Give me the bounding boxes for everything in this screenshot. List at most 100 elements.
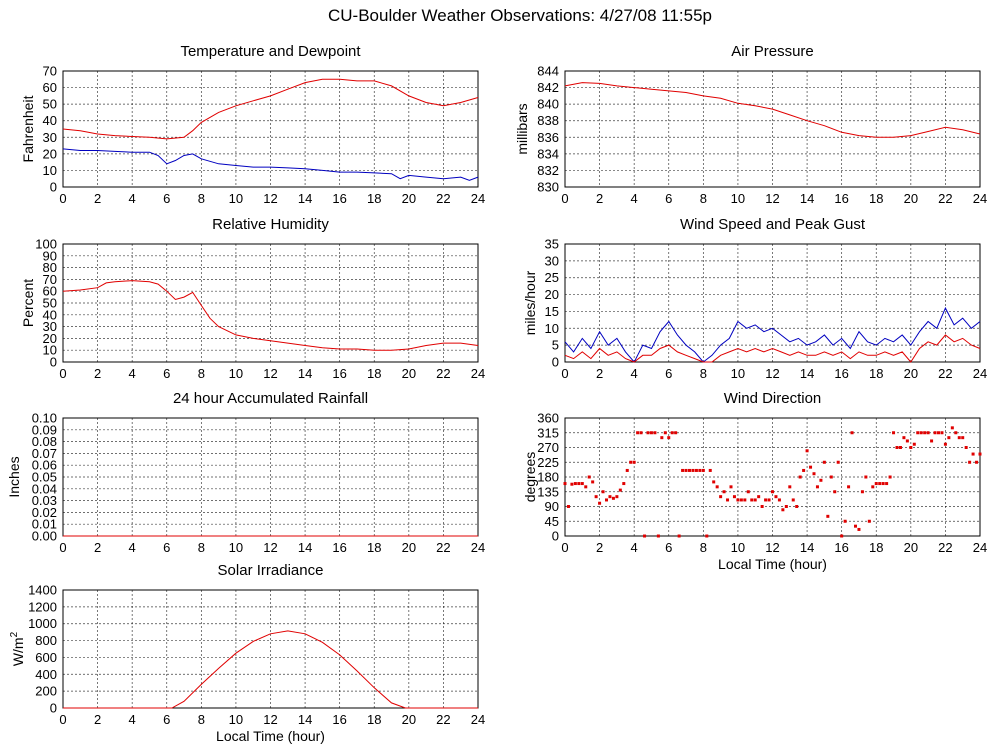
chart-title: Wind Speed and Peak Gust xyxy=(680,216,866,233)
x-tick-label: 20 xyxy=(402,366,416,381)
plot-frame xyxy=(564,417,981,537)
x-tick-label: 0 xyxy=(59,540,66,555)
y-axis-label: Percent xyxy=(20,279,36,327)
x-tick-label: 6 xyxy=(163,712,170,727)
chart-title: Air Pressure xyxy=(731,43,814,60)
x-tick-label: 8 xyxy=(198,191,205,206)
y-tick-label: 0 xyxy=(552,529,559,544)
y-tick-label: 15 xyxy=(545,304,559,319)
chart-title: Relative Humidity xyxy=(212,216,329,233)
data-point xyxy=(563,482,567,486)
data-point xyxy=(836,460,840,464)
data-point xyxy=(643,534,647,538)
y-tick-label: 225 xyxy=(537,455,559,470)
y-tick-label: 10 xyxy=(545,321,559,336)
data-point xyxy=(639,431,643,435)
data-point xyxy=(566,505,570,508)
data-point xyxy=(594,495,598,499)
data-point xyxy=(656,534,660,538)
data-point xyxy=(739,498,743,502)
x-tick-label: 16 xyxy=(332,366,346,381)
x-tick-label: 2 xyxy=(94,712,101,727)
data-point xyxy=(978,452,982,456)
data-point xyxy=(912,442,916,446)
x-tick-label: 8 xyxy=(198,540,205,555)
x-tick-label: 18 xyxy=(869,540,883,555)
data-point xyxy=(971,452,975,456)
data-point xyxy=(968,460,972,464)
plot-frame xyxy=(62,589,479,709)
y-tick-label: 200 xyxy=(35,684,57,699)
data-point xyxy=(712,480,716,484)
x-tick-label: 22 xyxy=(938,540,952,555)
x-tick-label: 4 xyxy=(129,191,136,206)
x-tick-label: 20 xyxy=(904,191,918,206)
data-point xyxy=(919,431,923,435)
x-tick-label: 10 xyxy=(229,366,243,381)
data-point xyxy=(688,468,691,472)
x-tick-label: 20 xyxy=(402,540,416,555)
x-tick-label: 18 xyxy=(367,712,381,727)
data-point xyxy=(577,482,581,486)
x-tick-label: 22 xyxy=(938,366,952,381)
x-tick-label: 0 xyxy=(561,366,568,381)
x-tick-label: 16 xyxy=(834,540,848,555)
data-point xyxy=(736,498,740,502)
data-point xyxy=(840,534,844,538)
x-tick-label: 16 xyxy=(332,540,346,555)
y-tick-label: 830 xyxy=(537,180,559,195)
data-point xyxy=(854,524,857,528)
x-tick-label: 18 xyxy=(367,366,381,381)
data-point xyxy=(622,482,626,486)
x-tick-label: 12 xyxy=(263,366,277,381)
series-line xyxy=(62,148,479,181)
y-tick-label: 834 xyxy=(537,146,559,161)
x-tick-label: 2 xyxy=(596,366,603,381)
y-tick-label: 0.01 xyxy=(32,517,57,532)
x-tick-label: 22 xyxy=(436,540,450,555)
data-point xyxy=(694,468,698,472)
data-point xyxy=(909,446,913,449)
y-tick-label: 45 xyxy=(545,514,559,529)
y-tick-label: 135 xyxy=(537,484,559,499)
y-tick-label: 180 xyxy=(537,470,559,485)
x-tick-label: 18 xyxy=(869,191,883,206)
data-point xyxy=(833,490,837,494)
data-point xyxy=(950,426,954,430)
x-tick-label: 10 xyxy=(731,366,745,381)
x-tick-label: 18 xyxy=(367,540,381,555)
plot-frame xyxy=(62,243,479,363)
data-point xyxy=(611,496,615,500)
data-point xyxy=(933,431,937,435)
y-axis-label: millibars xyxy=(514,103,530,154)
data-point xyxy=(584,485,588,489)
y-tick-label: 70 xyxy=(43,272,57,287)
data-point xyxy=(788,485,792,489)
data-point xyxy=(746,490,750,494)
data-point xyxy=(895,446,899,449)
data-point xyxy=(885,482,889,486)
y-tick-label: 80 xyxy=(43,260,57,275)
data-point xyxy=(791,498,795,502)
x-tick-label: 8 xyxy=(700,191,707,206)
data-point xyxy=(975,460,979,464)
chart-title: Temperature and Dewpoint xyxy=(180,43,361,60)
data-point xyxy=(767,498,771,502)
x-tick-label: 14 xyxy=(298,712,312,727)
x-tick-label: 8 xyxy=(198,366,205,381)
y-tick-label: 0 xyxy=(50,355,57,370)
data-point xyxy=(943,442,947,446)
data-point xyxy=(660,436,664,440)
data-point xyxy=(860,490,864,494)
x-tick-label: 12 xyxy=(765,191,779,206)
data-point xyxy=(867,519,871,523)
x-tick-label: 14 xyxy=(298,191,312,206)
data-point xyxy=(798,475,802,479)
x-tick-label: 10 xyxy=(229,712,243,727)
data-point xyxy=(708,468,712,472)
data-point xyxy=(815,485,819,489)
y-tick-label: 0.00 xyxy=(32,529,57,544)
